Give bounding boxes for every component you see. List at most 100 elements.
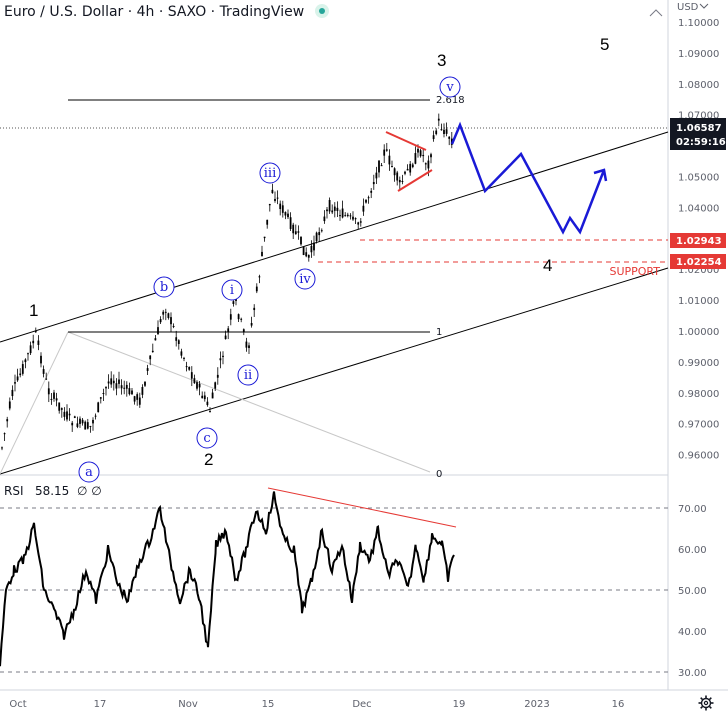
candle-body	[432, 135, 435, 140]
wave-label-iii: iii	[264, 166, 276, 181]
time-tick-label: 16	[612, 699, 625, 710]
candle-body	[222, 355, 224, 357]
candle-body	[214, 382, 217, 389]
candle-body	[359, 221, 362, 223]
candle-body	[216, 374, 219, 378]
rsi-value: 58.15	[34, 484, 70, 498]
candle-body	[385, 149, 388, 151]
candle-body	[292, 224, 295, 234]
candle-body	[211, 392, 214, 399]
support-label: SUPPORT	[609, 265, 660, 278]
candle-body	[42, 369, 45, 374]
candle-body	[354, 218, 357, 220]
currency-label[interactable]: USD	[677, 2, 699, 13]
price-tick-label: 0.98000	[678, 389, 719, 400]
candle-body	[55, 398, 58, 401]
wave-label-v: v	[445, 80, 454, 95]
candle-body	[401, 180, 404, 182]
wave-label-ii: ii	[244, 368, 252, 383]
rsi-tick-label: 50.00	[678, 586, 707, 597]
gear-icon[interactable]	[698, 695, 714, 711]
wave-label-iv: iv	[299, 272, 311, 287]
wave-circle-a: a	[78, 461, 100, 483]
candle-body	[16, 376, 19, 381]
candle-body	[300, 236, 302, 245]
rsi-params: ∅ ∅	[76, 484, 102, 498]
rsi-tick-label: 70.00	[678, 504, 707, 515]
fib-1-label: 1	[436, 327, 442, 338]
candle-body	[409, 163, 412, 173]
time-tick-label: 15	[262, 699, 275, 710]
candle-body	[6, 419, 9, 422]
rsi-tick-label: 30.00	[678, 668, 707, 679]
last-price-value: 1.06587	[676, 123, 722, 134]
time-ticks: Oct 17 Nov 15 Dec 19 2023 16	[9, 699, 624, 710]
candle-body	[84, 421, 87, 430]
candle-body	[229, 314, 232, 320]
candle-body	[437, 118, 440, 121]
candle-body	[14, 382, 16, 384]
candle-body	[206, 401, 209, 406]
candle-body	[419, 150, 422, 157]
candles	[1, 113, 453, 451]
price-tick-label: 1.02000	[678, 265, 719, 276]
market-status-icon	[314, 4, 329, 18]
rsi-tick-label: 40.00	[678, 627, 707, 638]
price-tick-label: 0.97000	[678, 420, 719, 431]
fib-0-label: 0	[436, 469, 442, 480]
candle-body	[66, 411, 68, 420]
collapse-icon	[649, 9, 663, 17]
candle-body	[60, 408, 63, 410]
candle-body	[159, 319, 162, 323]
time-tick-label: Oct	[9, 699, 26, 710]
candle-body	[149, 355, 152, 360]
candle-body	[99, 397, 102, 399]
level-2-tag: 1.02254	[670, 254, 726, 269]
candle-body	[427, 160, 430, 169]
chevron-down-icon	[699, 3, 709, 9]
candle-body	[255, 286, 258, 292]
candle-body	[45, 378, 48, 380]
candle-body	[203, 395, 206, 400]
candle-body	[370, 190, 373, 193]
candle-body	[141, 387, 144, 395]
candle-body	[102, 393, 105, 395]
candle-body	[391, 165, 393, 167]
candle-body	[235, 298, 237, 301]
wave-circle-c: c	[196, 427, 218, 449]
projection-path	[450, 121, 606, 235]
candle-body	[110, 378, 113, 385]
candle-body	[440, 129, 443, 131]
rsi-legend[interactable]: RSI 58.15 ∅ ∅	[4, 484, 102, 498]
candle-body	[115, 383, 118, 389]
candle-body	[94, 415, 97, 417]
candle-body	[266, 219, 269, 225]
candle-body	[443, 129, 445, 134]
wedge-lower-line	[397, 169, 433, 192]
candle-body	[19, 373, 22, 376]
candle-body	[318, 232, 321, 236]
candle-body	[58, 402, 61, 411]
price-tick-label: 1.09000	[678, 49, 719, 60]
wave-circle-iii: iii	[259, 162, 281, 184]
candle-body	[198, 383, 201, 388]
candle-body	[53, 392, 55, 399]
wave-circle-iv: iv	[294, 268, 316, 290]
wave-label-i: i	[230, 283, 234, 298]
candle-body	[352, 216, 354, 220]
candle-body	[268, 203, 271, 206]
candle-body	[24, 359, 27, 363]
candle-body	[250, 323, 253, 326]
time-tick-label: 2023	[524, 699, 549, 710]
candle-body	[177, 340, 180, 344]
wave-label-5: 5	[600, 35, 609, 54]
candle-body	[294, 231, 297, 235]
chart-title: Euro / U.S. Dollar · 4h · SAXO · Trading…	[4, 2, 329, 20]
candle-body	[271, 189, 274, 194]
wave-label-1: 1	[29, 301, 38, 320]
candle-body	[120, 385, 123, 389]
candle-body	[417, 148, 419, 153]
candle-body	[372, 182, 375, 185]
candle-body	[201, 395, 204, 399]
